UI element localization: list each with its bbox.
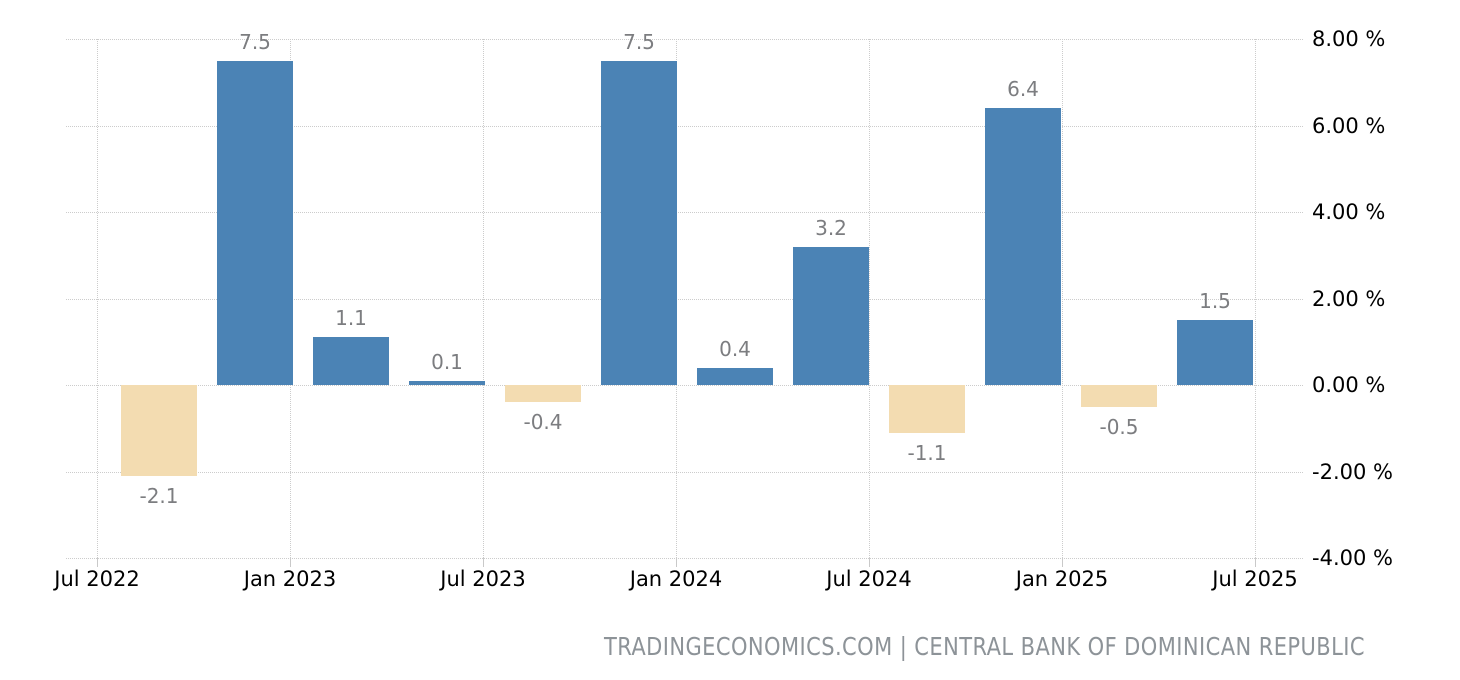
horizontal-gridline: [66, 558, 1303, 559]
x-axis-label: Jul 2024: [826, 567, 912, 591]
x-axis-label: Jan 2025: [1015, 567, 1109, 591]
x-axis-label: Jul 2025: [1212, 567, 1298, 591]
bar-value-label: 7.5: [239, 30, 271, 54]
bar[interactable]: [1177, 320, 1253, 385]
x-axis-tick: [676, 558, 677, 567]
x-axis-tick: [869, 558, 870, 567]
bar-value-label: 1.5: [1199, 289, 1231, 313]
x-axis-label: Jan 2023: [243, 567, 337, 591]
bar[interactable]: [601, 61, 677, 385]
y-axis-label: 2.00 %: [1312, 287, 1386, 311]
horizontal-gridline: [66, 126, 1303, 127]
x-axis-tick: [97, 558, 98, 567]
bar-value-label: -0.5: [1099, 415, 1139, 439]
x-axis-tick: [483, 558, 484, 567]
y-axis-label: 4.00 %: [1312, 200, 1386, 224]
horizontal-gridline: [66, 39, 1303, 40]
bar[interactable]: [505, 385, 581, 402]
vertical-gridline: [869, 39, 870, 558]
vertical-gridline: [1062, 39, 1063, 558]
y-axis-label: 8.00 %: [1312, 27, 1386, 51]
bar-value-label: -2.1: [139, 484, 179, 508]
bar[interactable]: [697, 368, 773, 385]
x-axis-label: Jul 2023: [440, 567, 526, 591]
bar-value-label: 0.1: [431, 350, 463, 374]
x-axis-tick: [1255, 558, 1256, 567]
bar[interactable]: [985, 108, 1061, 385]
bar[interactable]: [409, 381, 485, 385]
y-axis-label: -4.00 %: [1312, 546, 1393, 570]
bar-value-label: -0.4: [523, 410, 563, 434]
x-axis-label: Jan 2024: [629, 567, 723, 591]
bar[interactable]: [889, 385, 965, 433]
vertical-gridline: [483, 39, 484, 558]
bar-value-label: 0.4: [719, 337, 751, 361]
x-axis-label: Jul 2022: [54, 567, 140, 591]
vertical-gridline: [1255, 39, 1256, 558]
horizontal-gridline: [66, 472, 1303, 473]
bar[interactable]: [313, 337, 389, 385]
bar-value-label: 1.1: [335, 306, 367, 330]
bar[interactable]: [121, 385, 197, 476]
horizontal-gridline: [66, 212, 1303, 213]
bar-value-label: 6.4: [1007, 77, 1039, 101]
horizontal-gridline: [66, 299, 1303, 300]
horizontal-gridline: [66, 385, 1303, 386]
y-axis-label: 0.00 %: [1312, 373, 1386, 397]
bar[interactable]: [1081, 385, 1157, 407]
bar-value-label: 3.2: [815, 216, 847, 240]
x-axis-tick: [290, 558, 291, 567]
bar[interactable]: [793, 247, 869, 385]
bar-value-label: 7.5: [623, 30, 655, 54]
bar[interactable]: [217, 61, 293, 385]
y-axis-label: 6.00 %: [1312, 114, 1386, 138]
y-axis-label: -2.00 %: [1312, 460, 1393, 484]
x-axis-tick: [1062, 558, 1063, 567]
chart-attribution: TRADINGECONOMICS.COM | CENTRAL BANK OF D…: [604, 632, 1365, 661]
vertical-gridline: [97, 39, 98, 558]
bar-value-label: -1.1: [907, 441, 947, 465]
